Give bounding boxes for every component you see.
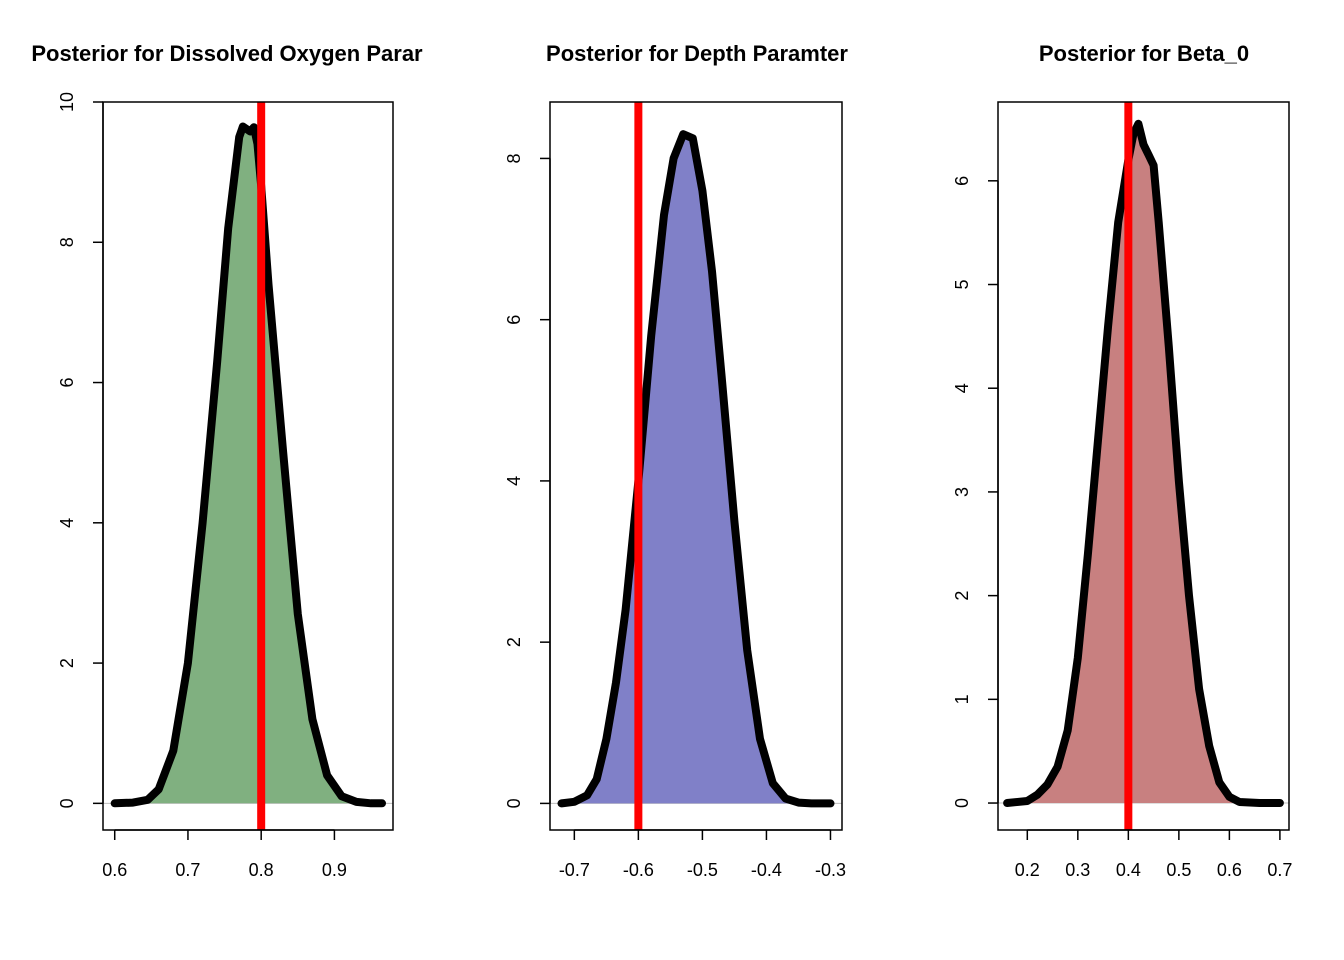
chart-panel-3: Posterior for Beta_0 0.2 0.3 0.4 0.5 0.6 0.7 0 1… — [952, 41, 1292, 880]
y-tick-label: 6 — [57, 378, 77, 388]
y-tick-label: 1 — [952, 694, 972, 704]
density-area — [1007, 123, 1280, 804]
x-tick-label: 0.3 — [1065, 860, 1090, 880]
density-curve — [110, 122, 386, 808]
x-tick-label: 0.4 — [1116, 860, 1141, 880]
y-tick-label: 2 — [504, 637, 524, 647]
x-tick-label: -0.3 — [815, 860, 846, 880]
y-tick-label: 5 — [952, 280, 972, 290]
y-tick-label: 2 — [952, 591, 972, 601]
density-curve — [1003, 119, 1284, 807]
chart-title: Posterior for Dissolved Oxygen Parar — [31, 41, 423, 66]
x-tick-label: 0.8 — [249, 860, 274, 880]
x-tick-label: -0.6 — [623, 860, 654, 880]
y-tick-label: 4 — [504, 476, 524, 486]
density-curve — [557, 130, 835, 808]
x-tick-label: -0.5 — [687, 860, 718, 880]
x-tick-label: 0.9 — [322, 860, 347, 880]
x-tick-label: 0.7 — [175, 860, 200, 880]
y-tick-label: 0 — [952, 798, 972, 808]
x-tick-label: 0.2 — [1015, 860, 1040, 880]
y-tick-label: 8 — [57, 237, 77, 247]
chart-title: Posterior for Beta_0 — [1039, 41, 1249, 66]
chart-title: Posterior for Depth Paramter — [546, 41, 848, 66]
y-tick-label: 3 — [952, 487, 972, 497]
x-tick-label: 0.7 — [1267, 860, 1292, 880]
y-tick-label: 10 — [57, 92, 77, 112]
x-tick-label: 0.6 — [1217, 860, 1242, 880]
x-tick-label: -0.4 — [751, 860, 782, 880]
y-tick-label: 4 — [57, 518, 77, 528]
x-tick-label: -0.7 — [559, 860, 590, 880]
y-tick-label: 4 — [952, 383, 972, 393]
density-area — [114, 126, 382, 804]
chart-panel-2: Posterior for Depth Paramter -0.7 -0.6 -0.5… — [504, 41, 848, 880]
chart-panel-1: Posterior for Dissolved Oxygen Parar 0.6 0… — [31, 41, 423, 880]
x-tick-label: 0.6 — [102, 860, 127, 880]
y-tick-label: 0 — [504, 798, 524, 808]
density-area — [561, 134, 831, 804]
x-tick-label: 0.5 — [1166, 860, 1191, 880]
y-tick-label: 8 — [504, 153, 524, 163]
y-tick-label: 2 — [57, 658, 77, 668]
y-tick-label: 0 — [57, 798, 77, 808]
y-tick-label: 6 — [952, 176, 972, 186]
y-tick-label: 6 — [504, 315, 524, 325]
